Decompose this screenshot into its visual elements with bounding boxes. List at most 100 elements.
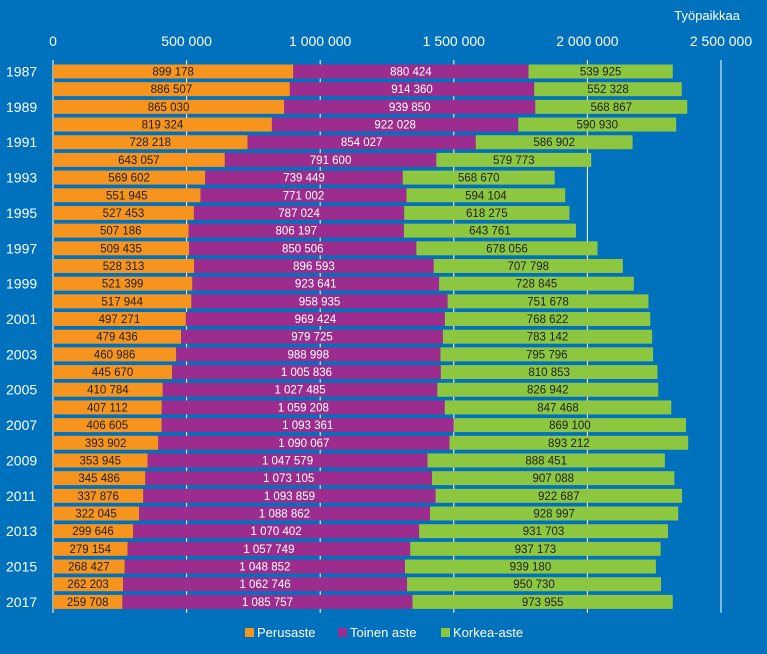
data-label: 393 902 bbox=[85, 438, 127, 450]
legend: Perusaste Toinen aste Korkea-aste bbox=[245, 625, 523, 640]
data-label: 1 062 746 bbox=[239, 579, 290, 591]
bar-segment bbox=[437, 382, 659, 397]
bar-segment bbox=[188, 223, 404, 238]
bar-segment bbox=[449, 435, 689, 450]
bar-segment bbox=[193, 205, 405, 220]
bar-segment bbox=[436, 152, 592, 167]
bar-segment bbox=[435, 488, 683, 503]
bar-segment bbox=[53, 329, 182, 344]
data-label: 787 024 bbox=[278, 208, 320, 220]
data-label: 751 678 bbox=[527, 296, 569, 308]
y-tick-label: 1995 bbox=[6, 205, 37, 221]
bar-segment bbox=[439, 276, 634, 291]
bar-segment bbox=[53, 223, 189, 238]
bar-segment bbox=[404, 205, 570, 220]
bar-segment bbox=[53, 347, 177, 362]
y-tick-label: 2001 bbox=[6, 311, 37, 327]
data-label: 322 045 bbox=[75, 509, 117, 521]
bar-segment bbox=[53, 435, 159, 450]
data-label: 568 867 bbox=[590, 102, 632, 114]
data-label: 783 142 bbox=[527, 332, 569, 344]
data-label: 958 935 bbox=[299, 296, 341, 308]
data-label: 678 056 bbox=[486, 243, 528, 255]
bar-segment bbox=[53, 382, 163, 397]
bar-segment bbox=[139, 506, 430, 521]
bar-segment bbox=[53, 258, 195, 273]
data-label: 969 424 bbox=[295, 314, 337, 326]
bar-segment bbox=[53, 294, 192, 309]
data-label: 517 944 bbox=[101, 296, 143, 308]
data-label: 896 593 bbox=[293, 261, 335, 273]
bar-segment bbox=[143, 488, 436, 503]
bar-segment bbox=[53, 577, 124, 592]
bar-segment bbox=[535, 99, 688, 114]
bar-segment bbox=[53, 524, 134, 539]
data-label: 950 730 bbox=[513, 579, 555, 591]
legend-swatch bbox=[441, 628, 450, 637]
data-label: 1 048 852 bbox=[239, 562, 290, 574]
bar-segment bbox=[447, 294, 649, 309]
data-label: 586 902 bbox=[533, 137, 575, 149]
data-label: 826 942 bbox=[527, 385, 569, 397]
data-label: 539 925 bbox=[580, 67, 622, 79]
bar-segment bbox=[53, 506, 140, 521]
data-label: 939 180 bbox=[510, 562, 552, 574]
bar-segment bbox=[192, 276, 440, 291]
data-label: 460 986 bbox=[94, 349, 136, 361]
legend-label: Perusaste bbox=[257, 625, 316, 640]
unit-label: Työpaikkaa bbox=[674, 8, 741, 23]
legend-label: Toinen aste bbox=[350, 625, 417, 640]
data-label: 847 468 bbox=[537, 402, 579, 414]
bar-segment bbox=[53, 559, 125, 574]
data-label: 739 449 bbox=[283, 173, 325, 185]
data-label: 1 027 485 bbox=[274, 385, 325, 397]
x-tick-label: 500 000 bbox=[161, 33, 212, 49]
data-label: 268 427 bbox=[68, 562, 110, 574]
y-tick-label: 2015 bbox=[6, 559, 37, 575]
bar-segment bbox=[200, 188, 407, 203]
x-tick-label: 2 500 000 bbox=[690, 33, 752, 49]
y-tick-label: 1987 bbox=[6, 64, 37, 80]
bar-segment bbox=[124, 559, 405, 574]
bar-segment bbox=[53, 276, 193, 291]
bar-segment bbox=[123, 577, 408, 592]
data-label: 528 313 bbox=[103, 261, 145, 273]
data-label: 1 047 579 bbox=[262, 455, 313, 467]
data-label: 979 725 bbox=[291, 332, 333, 344]
bar-segment bbox=[53, 152, 225, 167]
data-label: 259 708 bbox=[67, 597, 109, 609]
bar-segment bbox=[289, 82, 535, 97]
bar-segment bbox=[427, 453, 665, 468]
data-label: 299 646 bbox=[72, 526, 114, 538]
data-label: 928 997 bbox=[533, 509, 575, 521]
bar-segment bbox=[161, 418, 454, 433]
data-label: 445 670 bbox=[92, 367, 134, 379]
bar-segment bbox=[419, 524, 669, 539]
data-label: 618 275 bbox=[466, 208, 508, 220]
bar-segment bbox=[440, 365, 658, 380]
bar-segment bbox=[53, 365, 173, 380]
data-label: 923 641 bbox=[295, 279, 337, 291]
bar-segment bbox=[475, 135, 633, 150]
data-label: 768 622 bbox=[527, 314, 569, 326]
data-label: 337 876 bbox=[77, 491, 119, 503]
data-label: 345 486 bbox=[78, 473, 120, 485]
data-label: 865 030 bbox=[148, 102, 190, 114]
data-label: 1 073 105 bbox=[263, 473, 314, 485]
data-label: 728 845 bbox=[516, 279, 558, 291]
data-label: 880 424 bbox=[390, 67, 432, 79]
data-label: 1 093 361 bbox=[282, 420, 333, 432]
bar-segment bbox=[53, 64, 294, 79]
data-label: 771 002 bbox=[283, 190, 325, 202]
bar-segment bbox=[440, 347, 654, 362]
data-label: 899 178 bbox=[152, 67, 194, 79]
bar-segment bbox=[444, 400, 672, 415]
data-label: 643 761 bbox=[469, 226, 511, 238]
bar-segment bbox=[433, 258, 623, 273]
data-label: 521 399 bbox=[102, 279, 144, 291]
data-label: 568 670 bbox=[458, 173, 500, 185]
bar-segment bbox=[161, 400, 445, 415]
bar-segment bbox=[404, 559, 656, 574]
y-tick-label: 2007 bbox=[6, 417, 37, 433]
